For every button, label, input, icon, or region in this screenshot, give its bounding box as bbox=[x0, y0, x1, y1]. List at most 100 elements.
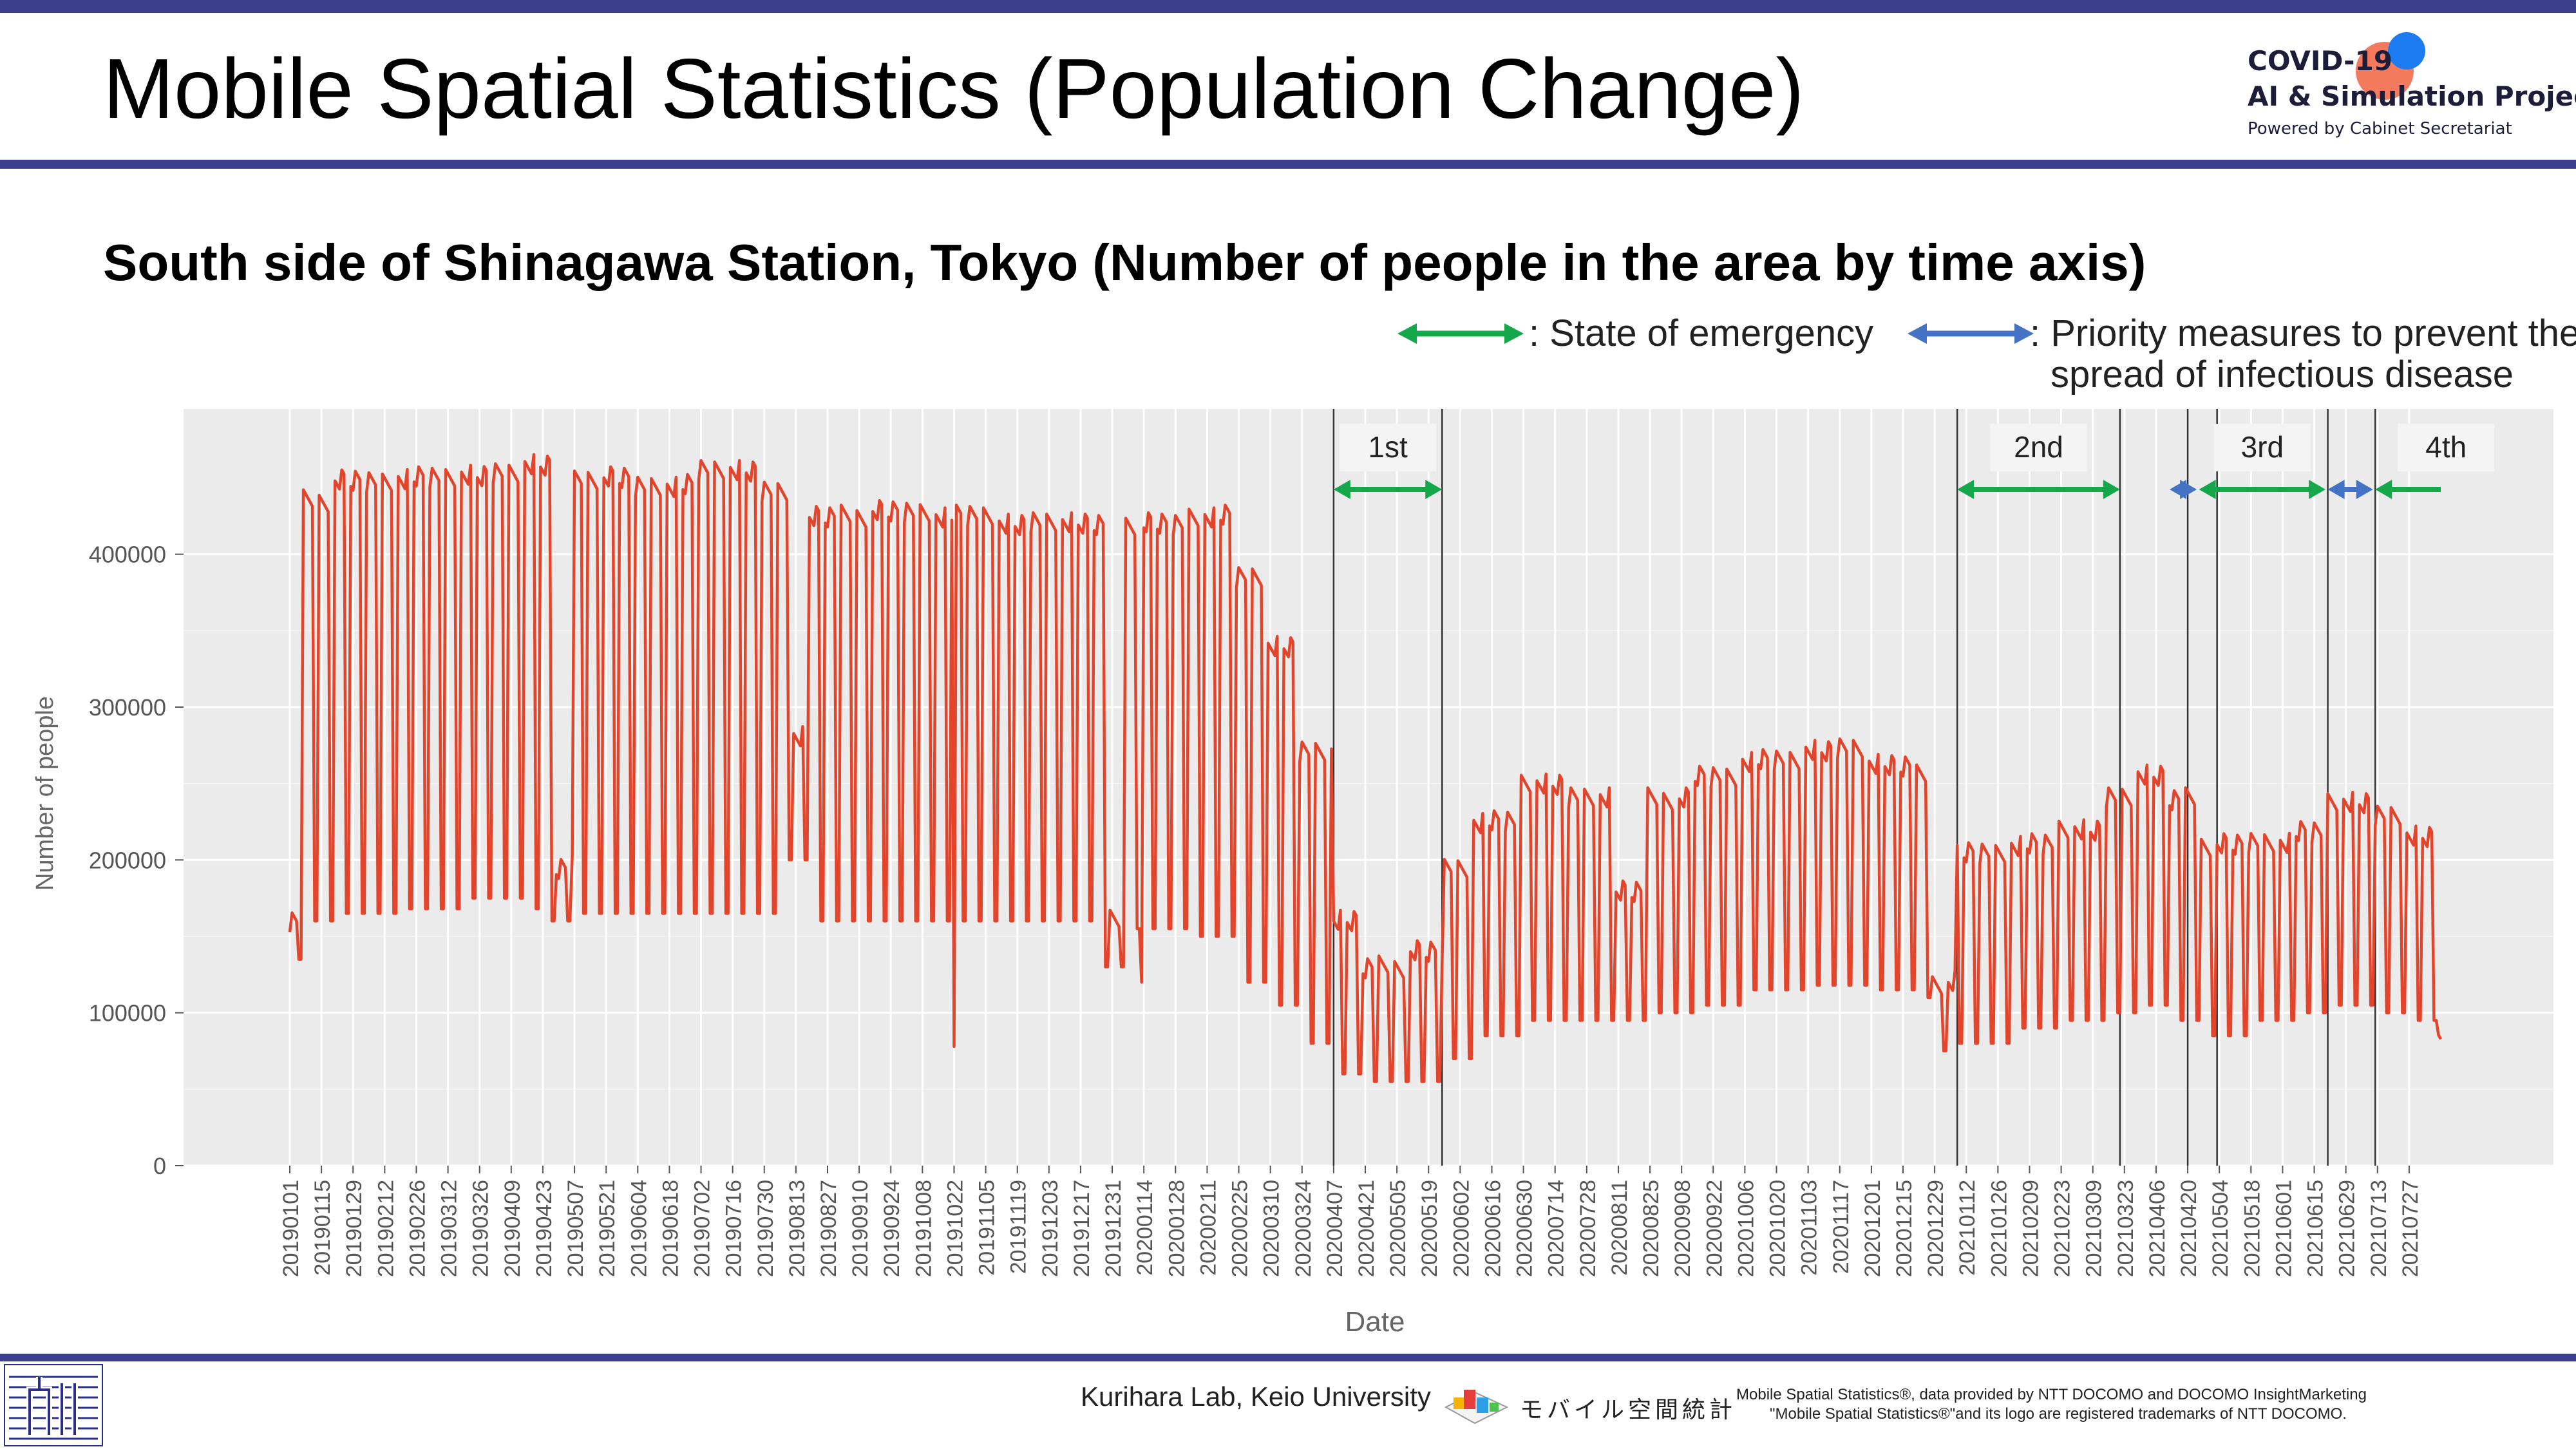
x-tick-label: 20200616 bbox=[1481, 1180, 1505, 1277]
x-tick-label: 20190212 bbox=[374, 1180, 398, 1277]
x-tick-label: 20201215 bbox=[1892, 1180, 1917, 1277]
period-label-2nd: 2nd bbox=[2014, 430, 2063, 464]
period-arrows: 1st 2nd 3rd 4th bbox=[1333, 424, 2495, 499]
x-tick-label: 20210629 bbox=[2335, 1180, 2360, 1277]
emergency-arrow-2nd-head-left bbox=[1957, 480, 1975, 499]
x-tick-label: 20210713 bbox=[2367, 1180, 2391, 1277]
emergency-arrow-1st-head-right bbox=[1425, 480, 1443, 499]
x-tick-label: 20201103 bbox=[1797, 1180, 1822, 1276]
emergency-arrow-1st-head-left bbox=[1333, 480, 1350, 499]
priority-arrow-2 bbox=[2327, 480, 2373, 499]
period-label-1st: 1st bbox=[1368, 430, 1408, 464]
x-tick-label: 20191008 bbox=[911, 1180, 936, 1277]
footer-lab-name: Kurihara Lab, Keio University bbox=[1081, 1381, 1431, 1412]
keio-lab-logo bbox=[4, 1364, 103, 1446]
emergency-arrow-4th-head bbox=[2375, 480, 2392, 499]
emergency-arrow-1st bbox=[1333, 480, 1443, 499]
x-tick-label: 20210727 bbox=[2398, 1180, 2423, 1277]
x-tick-label: 20210420 bbox=[2177, 1180, 2201, 1277]
period-label-4th: 4th bbox=[2425, 430, 2467, 464]
footer-credit-line1: Mobile Spatial Statistics®, data provide… bbox=[1736, 1386, 2367, 1403]
x-tick-label: 20210504 bbox=[2208, 1180, 2233, 1277]
x-tick-label: 20190326 bbox=[469, 1180, 493, 1277]
x-tick-label: 20190910 bbox=[848, 1180, 873, 1277]
x-tick-label: 20190924 bbox=[880, 1180, 904, 1277]
x-tick-label: 20200505 bbox=[1386, 1180, 1410, 1277]
y-axis: 0 100000 200000 300000 400000 bbox=[89, 542, 184, 1179]
emergency-arrow-4th bbox=[2375, 480, 2441, 499]
x-tick-label: 20200407 bbox=[1323, 1180, 1347, 1277]
x-tick-label: 20191203 bbox=[1038, 1180, 1063, 1277]
x-tick-label: 20201117 bbox=[1829, 1180, 1853, 1274]
y-tick-label: 400000 bbox=[89, 542, 166, 568]
x-tick-label: 20201020 bbox=[1766, 1180, 1790, 1277]
x-tick-label: 20210518 bbox=[2240, 1180, 2264, 1277]
x-tick-label: 20210126 bbox=[1987, 1180, 2011, 1277]
period-label-box bbox=[2213, 424, 2311, 471]
x-tick-label: 20190129 bbox=[342, 1180, 366, 1277]
emergency-arrow-2nd bbox=[1957, 480, 2120, 499]
series-layer bbox=[288, 453, 2442, 1083]
logo-line1: COVID-19 bbox=[2248, 45, 2393, 77]
emergency-legend-arrow bbox=[1397, 323, 1524, 344]
x-tick-label: 20191119 bbox=[1007, 1180, 1031, 1274]
x-tick-label: 20210601 bbox=[2271, 1180, 2296, 1277]
priority-arrow-2-head-left bbox=[2327, 480, 2345, 499]
y-axis-label: Number of people bbox=[32, 696, 59, 891]
x-tick-label: 20201006 bbox=[1734, 1180, 1758, 1277]
period-label-box bbox=[2398, 424, 2495, 471]
x-tick-label: 20210209 bbox=[2018, 1180, 2043, 1277]
x-tick-label: 20200128 bbox=[1164, 1180, 1189, 1277]
x-tick-label: 20200728 bbox=[1576, 1180, 1600, 1277]
footer-credit-line2: "Mobile Spatial Statistics®"and its logo… bbox=[1770, 1405, 2347, 1423]
x-tick-label: 20210406 bbox=[2145, 1180, 2170, 1277]
priority-arrow-2-head-right bbox=[2356, 480, 2373, 499]
y-tick-label: 300000 bbox=[89, 694, 166, 721]
y-tick-label: 0 bbox=[153, 1153, 166, 1179]
footer-rule bbox=[0, 1354, 2576, 1361]
x-tick-label: 20190507 bbox=[564, 1180, 588, 1277]
x-tick-label: 20200630 bbox=[1513, 1180, 1537, 1277]
x-tick-label: 20200421 bbox=[1354, 1180, 1379, 1277]
y-tick-label: 100000 bbox=[89, 1000, 166, 1027]
population-series-line bbox=[288, 453, 2442, 1083]
header-top-rule bbox=[0, 0, 2576, 13]
priority-legend-label-2: spread of infectious disease bbox=[2050, 354, 2514, 395]
priority-arrow-1 bbox=[2169, 480, 2197, 499]
x-tick-label: 20191217 bbox=[1070, 1180, 1094, 1277]
x-tick-label: 20200825 bbox=[1639, 1180, 1663, 1277]
x-tick-label: 20190604 bbox=[627, 1180, 651, 1277]
plot-panel bbox=[184, 409, 2553, 1166]
x-tick-label: 20190730 bbox=[753, 1180, 778, 1277]
x-tick-label: 20190312 bbox=[437, 1180, 462, 1277]
x-tick-label: 20210112 bbox=[1955, 1180, 1980, 1276]
x-tick-label: 20190827 bbox=[817, 1180, 841, 1277]
chart-subtitle: South side of Shinagawa Station, Tokyo (… bbox=[103, 234, 2146, 291]
x-tick-label: 20200811 bbox=[1607, 1180, 1632, 1276]
x-tick-label: 20190226 bbox=[405, 1180, 430, 1277]
x-tick-label: 20190813 bbox=[785, 1180, 810, 1277]
page-title: Mobile Spatial Statistics (Population Ch… bbox=[103, 41, 1804, 136]
x-tick-label: 20191022 bbox=[943, 1180, 967, 1277]
x-axis-label: Date bbox=[1345, 1306, 1405, 1338]
x-tick-label: 20200324 bbox=[1291, 1180, 1316, 1277]
x-tick-label: 20190409 bbox=[500, 1180, 525, 1277]
x-tick-label: 20190423 bbox=[532, 1180, 556, 1277]
x-tick-label: 20200114 bbox=[1133, 1180, 1157, 1276]
covid-ai-logo: COVID-19 AI & Simulation Project Powered… bbox=[2248, 32, 2576, 151]
x-tick-label: 20190101 bbox=[279, 1180, 303, 1277]
x-tick-label: 20210223 bbox=[2050, 1180, 2075, 1277]
x-tick-label: 20190618 bbox=[658, 1180, 683, 1277]
period-lines bbox=[1332, 409, 2376, 1166]
period-label-3rd: 3rd bbox=[2241, 430, 2284, 464]
emergency-arrow-3rd-head-left bbox=[2199, 480, 2216, 499]
y-tick-label: 200000 bbox=[89, 847, 166, 873]
emergency-arrow-3rd bbox=[2199, 480, 2326, 499]
mobile-spatial-brand: モバイル空間統計 bbox=[1520, 1397, 1737, 1423]
x-tick-label: 20190115 bbox=[310, 1180, 335, 1276]
emergency-arrow-2nd-head-right bbox=[2103, 480, 2120, 499]
priority-legend-arrow bbox=[1908, 323, 2034, 344]
period-label-box bbox=[1340, 424, 1437, 471]
period-label-box bbox=[1990, 424, 2087, 471]
x-tick-label: 20190716 bbox=[722, 1180, 746, 1277]
